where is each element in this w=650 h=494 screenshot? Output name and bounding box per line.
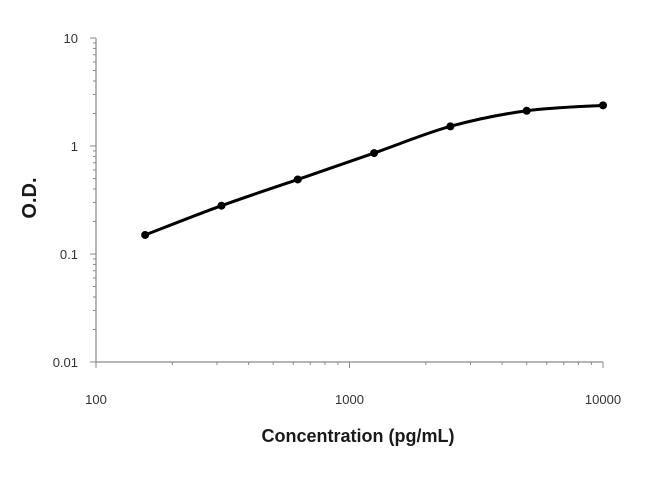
y-tick-labels: 10 1 0.1 0.01 <box>53 31 78 370</box>
tick-marks <box>90 37 604 368</box>
series-line <box>143 103 605 237</box>
y-tick-label: 1 <box>71 139 78 154</box>
y-tick-label: 0.1 <box>60 247 78 262</box>
data-point <box>370 149 379 158</box>
y-tick-label: 0.01 <box>53 355 78 370</box>
x-tick-label: 100 <box>85 392 107 407</box>
data-point <box>522 106 531 115</box>
x-tick-label: 10000 <box>585 392 621 407</box>
data-point <box>141 230 150 239</box>
data-point <box>446 122 455 131</box>
x-tick-label: 1000 <box>335 392 364 407</box>
data-point <box>293 175 302 184</box>
data-point <box>217 201 226 210</box>
x-tick-labels: 100 1000 10000 <box>85 392 621 407</box>
data-points <box>141 101 607 239</box>
y-axis-title: O.D. <box>19 177 41 218</box>
y-tick-label: 10 <box>64 31 78 46</box>
data-point <box>599 101 607 110</box>
x-axis-title: Concentration (pg/mL) <box>262 426 455 446</box>
axes <box>95 38 603 363</box>
